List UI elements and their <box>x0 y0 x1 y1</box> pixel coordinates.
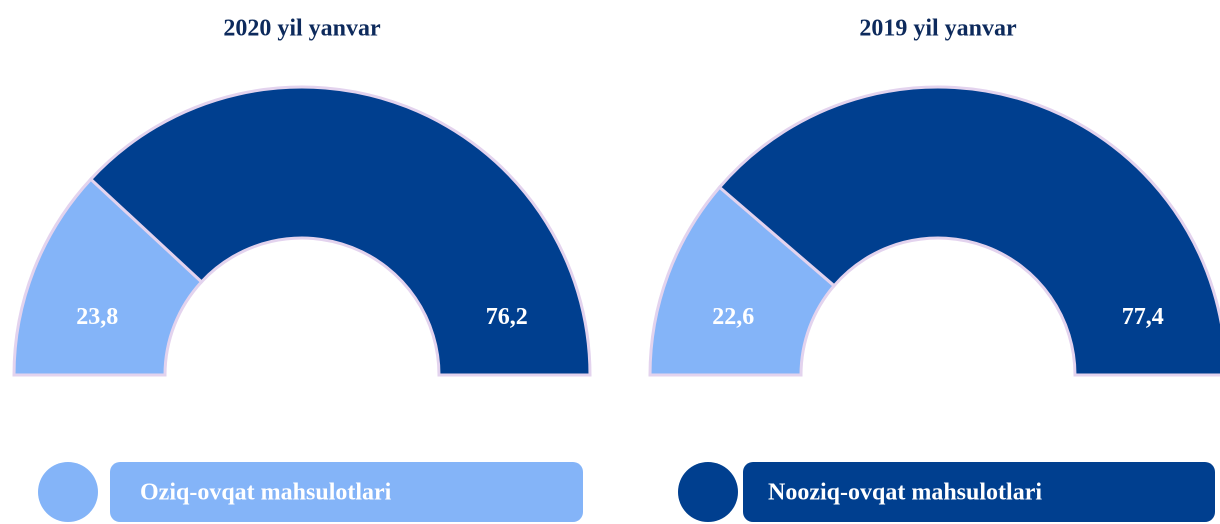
legend-box <box>110 462 583 522</box>
segment <box>12 177 204 377</box>
segment <box>648 185 837 377</box>
value-label: 77,4 <box>1122 304 1164 330</box>
legend-swatch <box>38 462 98 522</box>
value-label: 76,2 <box>486 304 528 330</box>
segment <box>717 85 1220 377</box>
legend-label: Nooziq-ovqat mahsulotlari <box>768 480 1042 506</box>
legend-box <box>743 462 1215 522</box>
chart-title: 2019 yil yanvar <box>859 16 1017 42</box>
segment <box>88 85 592 377</box>
value-label: 23,8 <box>76 304 118 330</box>
chart-title: 2020 yil yanvar <box>223 16 381 42</box>
legend-label: Oziq-ovqat mahsulotlari <box>140 480 392 506</box>
value-label: 22,6 <box>712 304 754 330</box>
legend-swatch <box>678 462 738 522</box>
